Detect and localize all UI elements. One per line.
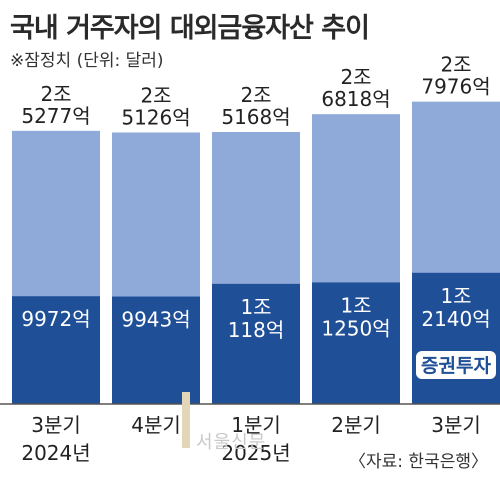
securities-label-1-0: 9943억 bbox=[121, 308, 190, 332]
securities-label-0-0: 9972억 bbox=[21, 307, 90, 331]
x-tick-label-1: 4분기 bbox=[131, 413, 181, 437]
securities-label-3-1: 1250억 bbox=[321, 316, 390, 340]
bar-securities-2 bbox=[212, 283, 300, 404]
x-tick-label-3: 2분기 bbox=[331, 413, 381, 437]
total-label-4-0: 2조 bbox=[440, 53, 471, 77]
bar-securities-3 bbox=[312, 282, 400, 404]
securities-badge bbox=[414, 349, 498, 381]
x-year-label-2: 2025년 bbox=[221, 441, 290, 465]
label-group: 2조5277억9972억3분기2024년2조5126억9943억4분기2조516… bbox=[21, 53, 498, 465]
total-label-0-0: 2조 bbox=[40, 82, 71, 106]
total-label-2-1: 5168억 bbox=[221, 105, 290, 129]
total-label-3-0: 2조 bbox=[340, 65, 371, 89]
x-tick-label-4: 3분기 bbox=[431, 413, 481, 437]
securities-label-2-0: 1조 bbox=[240, 295, 271, 319]
securities-label-2-1: 118억 bbox=[228, 318, 285, 342]
watermark: 서울신문 bbox=[196, 432, 267, 453]
x-tick-label-0: 3분기 bbox=[31, 413, 81, 437]
unit-note: ※잠정치 (단위: 달러) bbox=[10, 51, 164, 71]
x-tick-label-2: 1분기 bbox=[231, 413, 281, 437]
bar-securities-1 bbox=[112, 296, 200, 404]
total-label-2-0: 2조 bbox=[240, 83, 271, 107]
total-label-1-1: 5126억 bbox=[121, 105, 190, 129]
chart-title: 국내 거주자의 대외금융자산 추이 bbox=[10, 13, 370, 44]
securities-badge-label: 증권투자 bbox=[421, 355, 491, 377]
total-label-3-1: 6818억 bbox=[321, 87, 390, 111]
total-label-0-1: 5277억 bbox=[21, 104, 90, 128]
total-label-4-1: 7976억 bbox=[421, 75, 490, 99]
bar-securities-0 bbox=[12, 296, 100, 404]
total-label-1-0: 2조 bbox=[140, 83, 171, 107]
x-year-label-0: 2024년 bbox=[21, 441, 90, 465]
securities-label-4-1: 2140억 bbox=[421, 307, 490, 331]
watermark-logo-mark bbox=[182, 392, 190, 448]
securities-label-4-0: 1조 bbox=[440, 284, 471, 308]
securities-label-3-0: 1조 bbox=[340, 293, 371, 317]
bar-securities-4 bbox=[412, 272, 500, 404]
source-note: 〈자료: 한국은행〉 bbox=[349, 452, 488, 472]
